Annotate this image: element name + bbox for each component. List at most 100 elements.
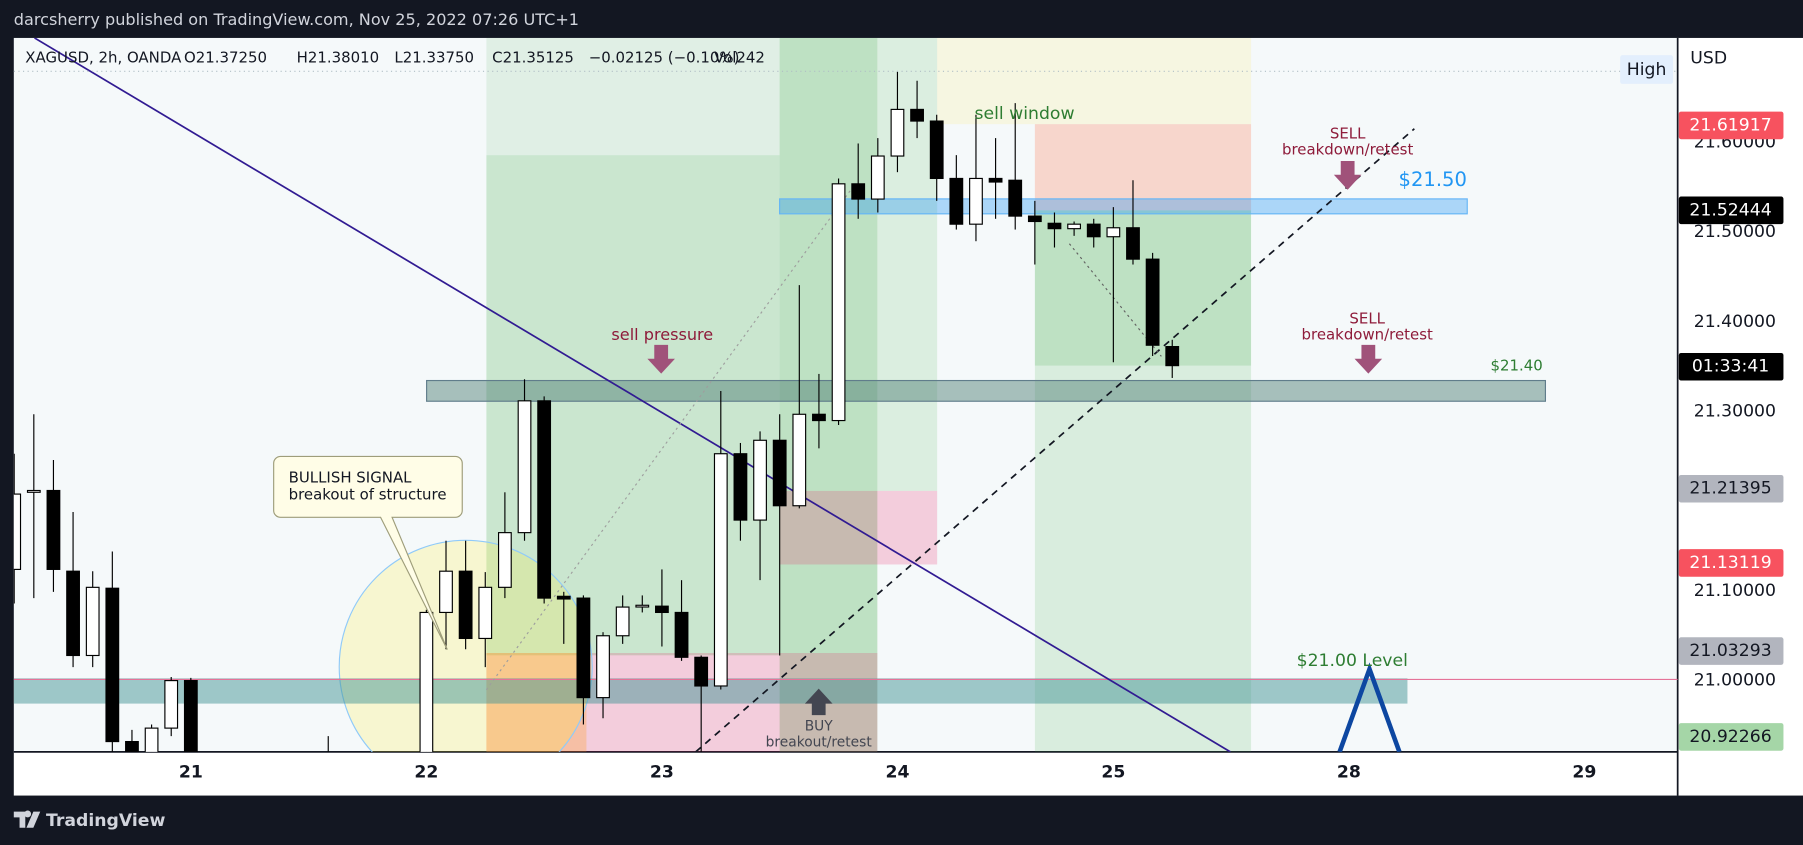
x-tick-label: 23	[650, 763, 674, 783]
candle-body	[1106, 227, 1121, 238]
candle-body	[537, 400, 552, 599]
candle-body	[458, 570, 473, 640]
x-tick-label: 29	[1572, 763, 1596, 783]
annotation: $21.40	[1491, 357, 1543, 375]
candle-body	[910, 108, 924, 122]
candle-body	[890, 108, 905, 157]
candle-body	[125, 740, 139, 752]
publisher: darcsherry published on TradingView.com,…	[14, 10, 579, 29]
zone	[937, 37, 1252, 125]
y-tick-label: 21.10000	[1694, 581, 1776, 601]
candle-body	[556, 595, 571, 600]
candle-body	[1047, 222, 1062, 230]
candle-body	[85, 586, 100, 657]
candle-body	[26, 489, 41, 493]
candle-body	[1067, 223, 1082, 230]
price-label: 21.52444	[1689, 200, 1771, 220]
candle-body	[792, 413, 807, 507]
candle-body	[1008, 179, 1023, 217]
candle-body	[1086, 223, 1101, 238]
trend-line	[695, 128, 1415, 752]
projection	[1337, 662, 1402, 752]
level-band	[426, 379, 1547, 402]
countdown-box	[1678, 352, 1784, 381]
candle-body	[870, 155, 885, 200]
y-tick-label: 21.30000	[1694, 402, 1776, 422]
countdown: 01:33:41	[1692, 357, 1769, 377]
candle-body	[635, 604, 650, 608]
price-label: 20.92266	[1689, 727, 1771, 747]
candle-body	[772, 439, 787, 507]
candle-body	[419, 611, 434, 752]
candle-body	[1145, 258, 1160, 346]
price-axis	[1677, 37, 1803, 796]
candle-body	[13, 493, 22, 570]
x-tick-label: 21	[179, 763, 203, 783]
level-band	[13, 678, 1408, 704]
annotation: SELL	[1349, 310, 1385, 328]
plot-area	[13, 37, 1678, 752]
candle-body	[831, 183, 846, 422]
logo-icon	[13, 810, 41, 828]
annotation: breakout/retest	[766, 735, 873, 751]
candle-body	[1126, 227, 1140, 260]
x-tick-label: 22	[414, 763, 438, 783]
high-label[interactable]: High	[1627, 60, 1667, 80]
price-label-box	[1678, 637, 1784, 665]
drawings	[13, 37, 1678, 752]
annotation: $21.50	[1399, 168, 1467, 191]
trend-line	[34, 37, 1231, 752]
candle-body	[969, 177, 983, 225]
annotation: BUY	[805, 719, 834, 735]
price-label: 21.03293	[1689, 641, 1771, 661]
legend-item: Vol242	[714, 49, 765, 67]
candle-body	[812, 413, 826, 422]
candle-body	[439, 570, 453, 614]
y-tick-label: 21.50000	[1694, 222, 1776, 242]
candle-body	[851, 183, 866, 200]
annotation: $21.00 Level	[1297, 651, 1408, 671]
candle-body	[46, 489, 61, 570]
candle-body	[655, 605, 669, 614]
x-tick-label: 25	[1101, 763, 1125, 783]
candle-body	[694, 656, 709, 687]
arrow-down	[647, 344, 675, 374]
x-tick-label: 28	[1337, 763, 1361, 783]
legend-item: C21.35125	[492, 49, 574, 67]
candle-body	[753, 439, 767, 521]
annotation: breakout of structure	[289, 486, 447, 504]
candle-body	[183, 680, 198, 752]
candle-body	[478, 586, 493, 640]
y-tick-label: 21.40000	[1694, 312, 1776, 332]
candles	[13, 71, 1180, 752]
zone	[877, 37, 938, 491]
price-label-box	[1678, 474, 1784, 503]
legend-item: H21.38010	[297, 49, 380, 67]
arrow-up	[804, 688, 833, 716]
candle-body	[66, 570, 80, 657]
candle-body	[497, 532, 512, 588]
legend-item: O21.37250	[184, 49, 267, 67]
annotation: BULLISH SIGNAL	[289, 468, 413, 486]
level-band	[779, 198, 1468, 215]
high-button[interactable]	[1620, 55, 1674, 84]
annotation: SELL	[1330, 125, 1366, 143]
candle-body	[674, 611, 689, 658]
candle-body	[615, 606, 630, 637]
zone	[779, 37, 878, 752]
annotation: breakdown/retest	[1302, 326, 1433, 344]
arrow-down	[1333, 160, 1362, 190]
price-label-box	[1678, 723, 1784, 751]
zone	[486, 37, 780, 156]
zone	[486, 155, 780, 656]
y-tick-label: 21.00000	[1694, 671, 1776, 691]
candle-body	[517, 400, 532, 534]
legend-item: −0.02125 (−0.10%)	[589, 49, 740, 67]
price-label: 21.61917	[1689, 115, 1771, 135]
candle-body	[576, 597, 591, 699]
candle-body	[144, 727, 159, 752]
annotation: sell window	[975, 104, 1075, 124]
x-tick-label: 24	[885, 763, 909, 783]
candle-body	[1027, 215, 1042, 223]
